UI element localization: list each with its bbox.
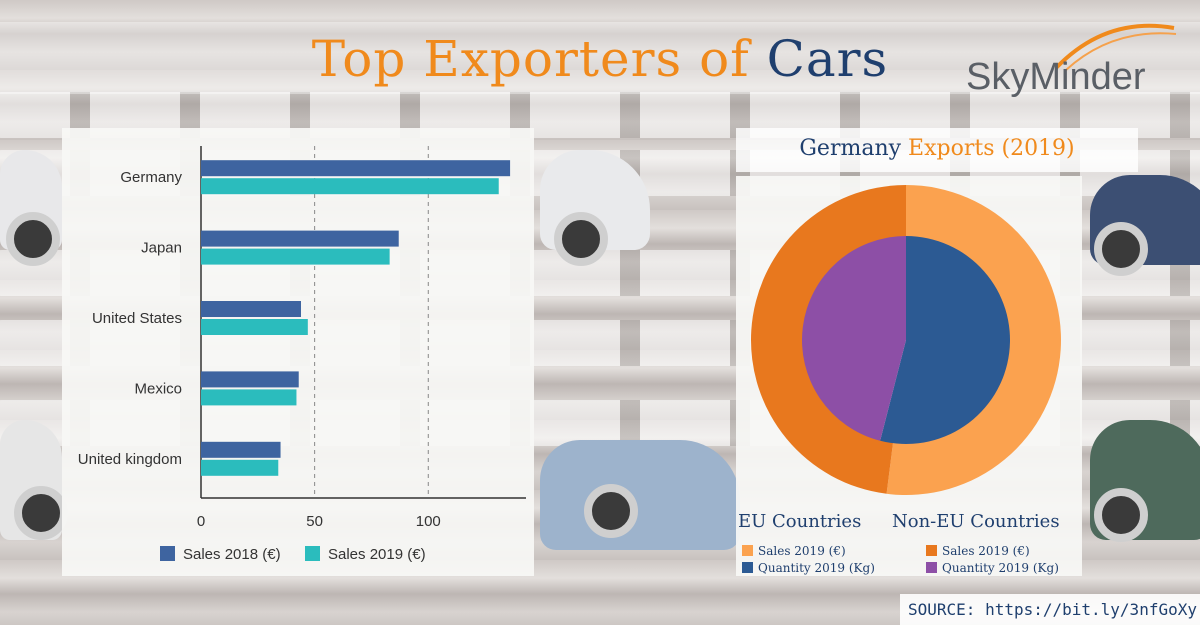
legend-sales-2019: Sales 2019 (€): [305, 546, 426, 563]
pie-title-part-1: Germany: [799, 136, 902, 161]
legend-swatch-2019: [305, 546, 320, 561]
category-label: United kingdom: [78, 451, 182, 468]
bar-united-kingdom-2019: [201, 459, 279, 476]
legend-non-eu-quantity: Quantity 2019 (Kg): [926, 561, 1059, 575]
title-part-2: Cars: [766, 30, 889, 88]
legend-swatch-2018: [160, 546, 175, 561]
x-tick-label: 100: [416, 513, 441, 530]
bar-mexico-2019: [201, 389, 297, 406]
category-label: Japan: [141, 240, 182, 257]
bar-japan-2018: [201, 230, 399, 247]
swatch-eu-quantity: [742, 562, 753, 573]
legend-group-eu: EU Countries: [738, 511, 862, 532]
label-eu-sales: Sales 2019 (€): [758, 544, 846, 558]
donut-slice-inner-non-eu: [802, 236, 906, 441]
label-non-eu-sales: Sales 2019 (€): [942, 544, 1030, 558]
logo-text: SkyMinder: [966, 56, 1146, 98]
pie-chart-title: Germany Exports (2019): [736, 132, 1138, 166]
source-link[interactable]: SOURCE: https://bit.ly/3nfGoXy: [900, 594, 1200, 625]
legend-sales-2018: Sales 2018 (€): [160, 546, 281, 563]
bar-chart-panel: [62, 128, 534, 576]
swatch-non-eu-sales: [926, 545, 937, 556]
legend-eu-quantity: Quantity 2019 (Kg): [742, 561, 875, 575]
donut-slice-outer-eu: [886, 185, 1061, 496]
pie-title-band: [736, 128, 1138, 172]
swatch-eu-sales: [742, 545, 753, 556]
bar-mexico-2018: [201, 371, 299, 388]
category-label: Germany: [120, 169, 182, 186]
label-eu-quantity: Quantity 2019 (Kg): [758, 561, 875, 575]
title-band: [0, 22, 1200, 94]
bar-japan-2019: [201, 248, 390, 265]
page-title: Top Exporters of Cars: [0, 26, 1200, 92]
pie-title-part-2: Exports (2019): [908, 136, 1075, 161]
x-tick-label: 50: [306, 513, 323, 530]
donut-slice-outer-non-eu: [750, 185, 906, 494]
skyminder-logo: SkyMinder: [966, 23, 1186, 108]
category-label: Mexico: [134, 380, 182, 397]
x-tick-label: 0: [197, 513, 205, 530]
legend-eu-sales: Sales 2019 (€): [742, 544, 846, 558]
legend-label-2018: Sales 2018 (€): [183, 546, 281, 563]
legend-group-non-eu: Non-EU Countries: [892, 511, 1060, 532]
bar-united-kingdom-2018: [201, 441, 281, 458]
title-part-1: Top Exporters of: [311, 30, 750, 88]
category-label: United States: [92, 310, 182, 327]
logo-swoosh-icon: [1054, 23, 1177, 71]
legend-label-2019: Sales 2019 (€): [328, 546, 426, 563]
donut-slice-inner-eu: [880, 236, 1011, 444]
bar-germany-2018: [201, 160, 511, 177]
legend-non-eu-sales: Sales 2019 (€): [926, 544, 1030, 558]
bar-united-states-2019: [201, 319, 308, 335]
swatch-non-eu-quantity: [926, 562, 937, 573]
label-non-eu-quantity: Quantity 2019 (Kg): [942, 561, 1059, 575]
bar-germany-2019: [201, 178, 499, 195]
bar-united-states-2018: [201, 301, 301, 317]
